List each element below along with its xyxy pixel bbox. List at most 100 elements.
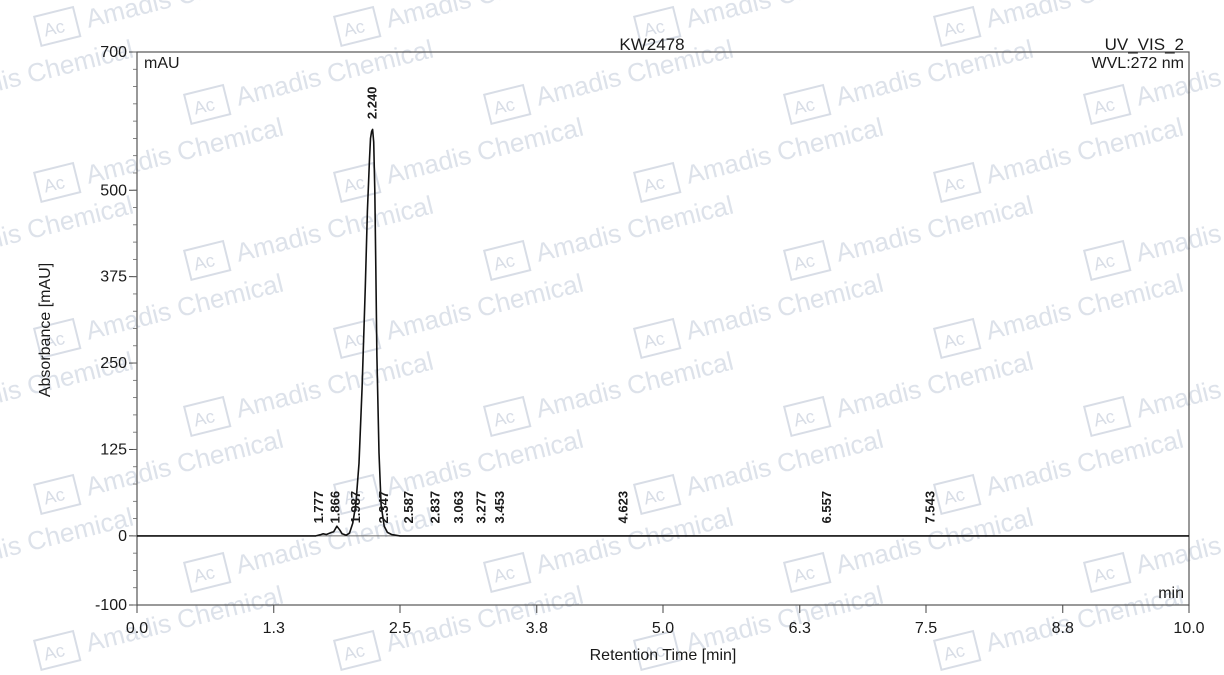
watermark-text: Amadis Chemical xyxy=(383,112,587,190)
watermark-tile: Ac Amadis Chemical xyxy=(182,346,436,438)
watermark-tile: Ac Amadis Chemical xyxy=(32,580,287,672)
watermark-text: Amadis Chemical xyxy=(533,346,737,424)
x-unit-label: min xyxy=(1158,585,1184,602)
x-tick-label: 8.8 xyxy=(1052,620,1074,637)
watermark-tile: Ac Amadis Chemical xyxy=(482,346,737,438)
watermark-text: Amadis Chemical xyxy=(83,112,287,190)
watermark-logo-text: Ac xyxy=(491,562,516,586)
watermark-logo-text: Ac xyxy=(641,640,666,664)
watermark-text: Amadis Chemical xyxy=(83,424,287,502)
watermark-logo-text: Ac xyxy=(791,94,816,118)
x-tick-label: 3.8 xyxy=(526,620,548,637)
watermark-logo-text: Ac xyxy=(191,94,216,118)
watermark-logo-box xyxy=(632,629,682,672)
watermark-logo-box xyxy=(782,83,832,126)
x-tick-label: 7.5 xyxy=(915,620,937,637)
watermark-text: Amadis Chemical xyxy=(383,0,587,34)
watermark-text: Amadis Chemical xyxy=(0,502,136,580)
watermark-logo-box xyxy=(32,629,82,672)
watermark-text: Amadis Chemical xyxy=(383,580,587,658)
watermark-text: Amadis Chemical xyxy=(1133,502,1224,580)
watermark-logo-text: Ac xyxy=(641,16,666,40)
y-tick-label: 375 xyxy=(100,269,127,286)
watermark-text: Amadis Chemical xyxy=(83,580,287,658)
watermark-text: Amadis Chemical xyxy=(833,346,1037,424)
watermark-tile: Ac Amadis Chemical xyxy=(1082,190,1224,282)
watermark-logo-text: Ac xyxy=(791,406,816,430)
channel-label: UV_VIS_2 xyxy=(1105,35,1184,54)
watermark-logo-text: Ac xyxy=(191,562,216,586)
y-tick-label: 125 xyxy=(100,441,127,458)
peak-label: 1.987 xyxy=(348,491,363,524)
y-tick-label: 500 xyxy=(100,182,127,199)
watermark-tile: Ac Amadis Chemical xyxy=(332,580,587,672)
watermark-logo-box xyxy=(632,5,682,48)
watermark-logo-box xyxy=(1082,551,1132,594)
watermark-text: Amadis Chemical xyxy=(983,0,1187,34)
watermark-text: Amadis Chemical xyxy=(83,0,287,34)
watermark-logo-box xyxy=(182,395,232,438)
watermark-logo-box xyxy=(1082,395,1132,438)
peak-label: 1.866 xyxy=(327,491,342,524)
x-tick-label: 5.0 xyxy=(652,620,674,637)
watermark-logo-box xyxy=(32,5,82,48)
peak-label: 6.557 xyxy=(819,491,834,524)
watermark-logo-box xyxy=(482,551,532,594)
watermark-logo-box xyxy=(932,473,982,516)
watermark-tile: Ac Amadis Chemical xyxy=(332,112,587,204)
watermark-logo-box xyxy=(632,473,682,516)
watermark-logo-box xyxy=(32,473,82,516)
y-unit-label: mAU xyxy=(144,55,180,72)
watermark-logo-box xyxy=(182,551,232,594)
peak-label: 2.587 xyxy=(401,491,416,524)
watermark-logo-box xyxy=(932,317,982,360)
y-tick-label: -100 xyxy=(95,597,127,614)
watermark-tile: Ac Amadis Chemical xyxy=(932,112,1186,204)
watermark-logo-text: Ac xyxy=(491,406,516,430)
watermark-logo-box xyxy=(32,161,82,204)
watermark-logo-box xyxy=(1082,239,1132,282)
watermark-logo-text: Ac xyxy=(1091,250,1116,274)
watermark-logo-text: Ac xyxy=(41,172,66,196)
wavelength-label: WVL:272 nm xyxy=(1092,55,1184,72)
watermark-text: Amadis Chemical xyxy=(683,0,887,34)
x-tick-label: 10.0 xyxy=(1173,620,1204,637)
y-axis-title: Absorbance [mAU] xyxy=(37,263,54,397)
peak-label: 2.347 xyxy=(376,491,391,524)
watermark-text: Amadis Chemical xyxy=(1133,346,1224,424)
watermark-logo-text: Ac xyxy=(941,484,966,508)
watermark-logo-box xyxy=(782,395,832,438)
watermark-logo-box xyxy=(182,239,232,282)
watermark-logo-text: Ac xyxy=(1091,94,1116,118)
watermark-logo-text: Ac xyxy=(341,484,366,508)
watermark-tile: Ac Amadis Chemical xyxy=(32,0,287,48)
watermark-logo-text: Ac xyxy=(641,484,666,508)
watermark-logo-box xyxy=(482,395,532,438)
watermark-logo-box xyxy=(932,161,982,204)
watermark-text: Amadis Chemical xyxy=(0,190,136,268)
watermark-logo-text: Ac xyxy=(41,640,66,664)
watermark-text: Amadis Chemical xyxy=(683,268,887,346)
watermark-text: Amadis Chemical xyxy=(533,190,737,268)
watermark-logo-text: Ac xyxy=(1091,562,1116,586)
watermark-tile: Ac Amadis Chemical xyxy=(482,190,737,282)
watermark-logo-box xyxy=(482,83,532,126)
watermark-logo-text: Ac xyxy=(191,250,216,274)
watermark-logo-box xyxy=(32,317,82,360)
x-axis-title: Retention Time [min] xyxy=(590,647,737,664)
watermark-tile: Ac Amadis Chemical xyxy=(782,190,1036,282)
watermark-logo-text: Ac xyxy=(1091,406,1116,430)
watermark-logo-box xyxy=(632,161,682,204)
watermark-logo-text: Ac xyxy=(41,16,66,40)
watermark-tile: Ac Amadis Chemical xyxy=(482,502,736,594)
watermark-logo-text: Ac xyxy=(791,562,816,586)
watermark-logo-text: Ac xyxy=(41,484,66,508)
y-tick-label: 700 xyxy=(100,44,127,61)
watermark-text: Amadis Chemical xyxy=(383,424,587,502)
text-layer: KW2478 UV_VIS_2 WVL:272 nm mAU min Reten… xyxy=(37,35,1184,664)
watermark-text: Amadis Chemical xyxy=(233,190,437,268)
watermark-logo-text: Ac xyxy=(491,250,516,274)
watermark-logo-text: Ac xyxy=(341,640,366,664)
watermark-tile: Ac Amadis Chemical xyxy=(182,34,436,126)
